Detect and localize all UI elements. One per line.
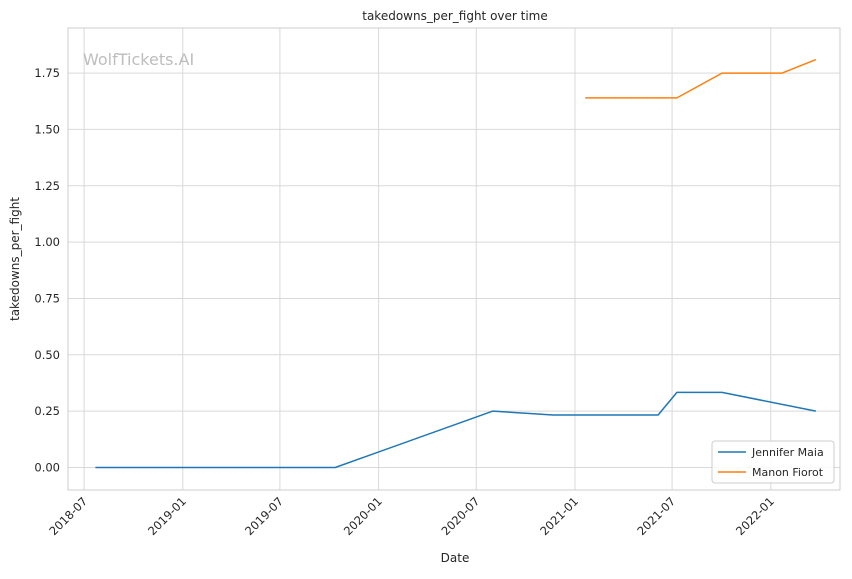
y-tick-label: 1.25 (34, 179, 60, 193)
y-tick-label: 1.00 (34, 235, 60, 249)
y-tick-label: 0.25 (34, 404, 60, 418)
x-axis-label: Date (441, 551, 470, 565)
legend-entry-jennifer-maia: Jennifer Maia (751, 446, 824, 459)
plot-area (67, 27, 841, 491)
y-axis-ticks: 0.00 0.25 0.50 0.75 1.00 1.25 1.50 1.75 (34, 66, 60, 474)
x-tick-label: 2021-01 (537, 494, 581, 538)
y-axis-label: takedowns_per_fight (8, 197, 22, 321)
grid (68, 28, 840, 490)
legend: Jennifer Maia Manon Fiorot (711, 440, 835, 484)
y-tick-label: 0.75 (34, 291, 60, 305)
y-tick-label: 1.75 (34, 66, 60, 80)
series-line-jennifer-maia (95, 391, 817, 469)
x-tick-label: 2020-01 (341, 494, 385, 538)
legend-entry-manon-fiorot: Manon Fiorot (752, 466, 824, 479)
x-tick-label: 2022-01 (733, 494, 777, 538)
x-axis-ticks: 2018-07 2019-01 2019-07 2020-01 2020-07 2021-… (46, 494, 777, 538)
x-tick-label: 2020-07 (439, 494, 483, 538)
x-tick-label: 2019-01 (145, 494, 189, 538)
x-tick-label: 2018-07 (46, 494, 90, 538)
x-tick-label: 2021-07 (634, 494, 678, 538)
y-tick-label: 0.50 (34, 348, 60, 362)
y-tick-label: 0.00 (34, 460, 60, 474)
series-lines (95, 58, 817, 469)
y-tick-label: 1.50 (34, 122, 60, 136)
chart-title: takedowns_per_fight over time (362, 9, 548, 23)
watermark-text: WolfTickets.AI (83, 50, 194, 69)
x-tick-label: 2019-07 (242, 494, 286, 538)
series-line-manon-fiorot (585, 58, 817, 99)
